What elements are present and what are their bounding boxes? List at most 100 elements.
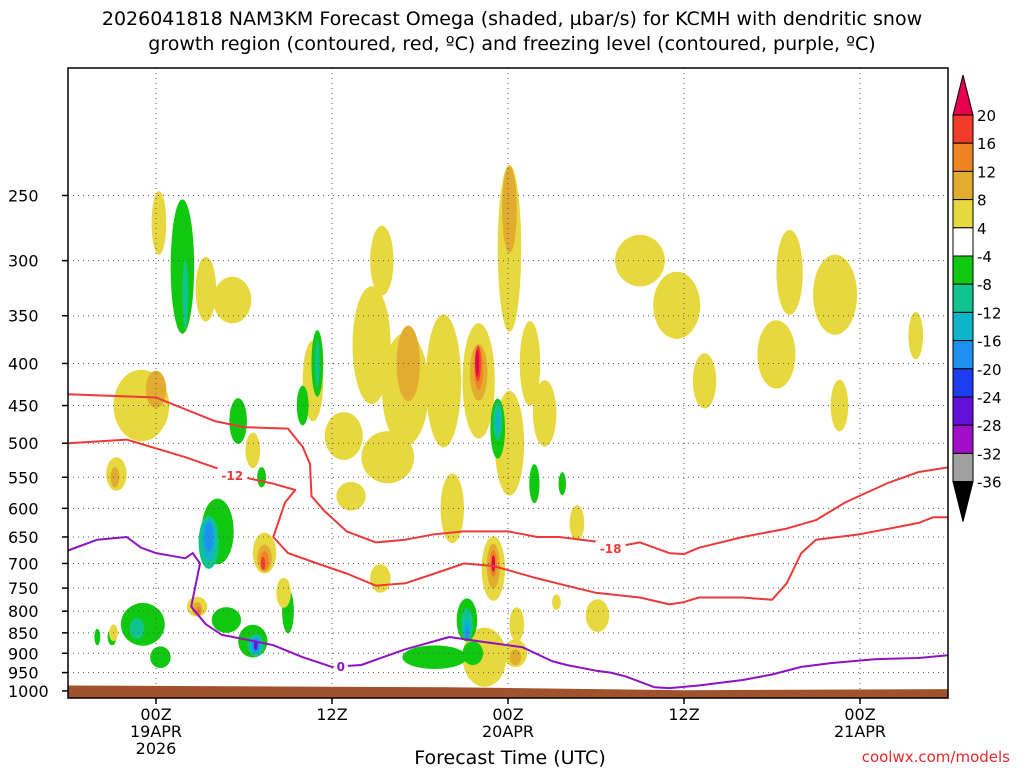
y-tick-label-350: 350 — [8, 307, 39, 326]
colorbar-label-5: -4 — [977, 248, 992, 266]
contour-label-bg-freezing-level-0 — [333, 658, 348, 674]
omega-cell-85 — [692, 353, 717, 409]
y-tick-label-1000: 1000 — [8, 682, 49, 701]
colorbar-swatch-13 — [952, 452, 974, 483]
y-tick-label-800: 800 — [8, 602, 39, 621]
contour-lines — [68, 393, 948, 690]
y-tick-label-450: 450 — [8, 397, 39, 416]
omega-cell-42 — [370, 225, 394, 296]
omega-cell-61 — [495, 409, 500, 433]
x-tick-label-0-1: 19APR — [130, 722, 182, 741]
contour-label-bg-dgz-upper-minus-12 — [217, 467, 248, 483]
x-tick-label-36-0: 12Z — [668, 705, 699, 724]
y-tick-label-650: 650 — [8, 528, 39, 547]
y-tick-label-500: 500 — [8, 434, 39, 453]
omega-cell-7 — [195, 256, 217, 322]
omega-cell-30 — [276, 577, 291, 608]
omega-shading — [94, 165, 924, 687]
colorbar-swatch-12 — [952, 424, 974, 454]
x-tick-label-0-0: 00Z — [140, 705, 171, 724]
omega-cell-41 — [352, 286, 391, 405]
ground-surface — [68, 685, 948, 698]
omega-cell-10 — [245, 432, 261, 469]
colorbar-swatch-10 — [952, 368, 974, 398]
omega-cell-40 — [296, 385, 309, 426]
colorbar-label-12: -32 — [977, 445, 1002, 463]
colorbar-bottom-arrow — [952, 481, 974, 522]
omega-cell-46 — [324, 412, 363, 460]
plot-area: -12 -18 0 — [68, 68, 948, 698]
contour-labels: -12 -18 0 — [217, 467, 626, 674]
omega-cell-6 — [182, 260, 189, 330]
colorbar-swatch-5 — [952, 227, 974, 257]
omega-cell-47 — [336, 481, 366, 511]
x-tick-label-24-0: 00Z — [492, 705, 523, 724]
omega-cell-9 — [229, 398, 247, 445]
contour-dgz-upper-minus-12 — [68, 393, 948, 556]
omega-cell-83 — [615, 234, 665, 287]
omega-cell-55 — [475, 350, 479, 377]
contour-dgz-lower-minus-18 — [68, 438, 948, 606]
colorbar-swatch-9 — [952, 340, 974, 370]
colorbar-swatch-11 — [952, 396, 974, 426]
pressure-axis: 2503003504004505005506006507007508008509… — [8, 186, 68, 701]
y-tick-label-300: 300 — [8, 252, 39, 271]
omega-cell-82 — [552, 594, 561, 610]
x-tick-label-24-1: 20APR — [482, 722, 534, 741]
omega-cell-50 — [440, 473, 464, 544]
omega-cell-5 — [170, 199, 195, 334]
x-axis-label: Forecast Time (UTC) — [414, 747, 605, 768]
x-tick-label-48-1: 21APR — [834, 722, 886, 741]
omega-cell-80 — [569, 505, 585, 541]
omega-cell-90 — [908, 311, 924, 360]
y-tick-label-900: 900 — [8, 644, 39, 663]
omega-cell-4 — [151, 191, 167, 255]
colorbar-swatch-4 — [952, 199, 974, 229]
omega-cell-63 — [532, 380, 557, 447]
y-tick-label-700: 700 — [8, 554, 39, 573]
contour-label-freezing-level-0: 0 — [337, 660, 345, 674]
omega-cell-64 — [529, 464, 540, 504]
omega-cell-35 — [94, 628, 101, 646]
colorbar: 20 16 12 8 4 -4 -8 -12 -16 -20 -24 -28 -32 -36 — [952, 74, 1002, 522]
omega-cell-49 — [425, 314, 462, 448]
colorbar-label-13: -36 — [977, 474, 1002, 492]
omega-cell-81 — [585, 599, 610, 632]
omega-cell-89 — [830, 379, 849, 432]
contour-label-dgz-upper-minus-12: -12 — [221, 469, 243, 483]
colorbar-label-4: 4 — [977, 220, 987, 238]
colorbar-swatch-7 — [952, 283, 974, 313]
contour-label-bg-dgz-lower-minus-18 — [595, 540, 626, 556]
x-tick-label-12-0: 12Z — [316, 705, 347, 724]
omega-cell-67 — [462, 641, 484, 666]
omega-cell-88 — [813, 254, 858, 335]
colorbar-label-9: -20 — [977, 361, 1002, 379]
omega-cell-62 — [519, 321, 541, 406]
colorbar-label-3: 8 — [977, 192, 987, 210]
colorbar-swatch-8 — [952, 311, 974, 342]
omega-cell-75 — [465, 625, 469, 641]
y-tick-label-600: 600 — [8, 499, 39, 518]
colorbar-swatch-3 — [952, 170, 974, 201]
colorbar-label-8: -16 — [977, 333, 1002, 351]
omega-cell-65 — [558, 472, 566, 496]
colorbar-swatch-6 — [952, 255, 974, 285]
colorbar-label-11: -28 — [977, 417, 1002, 435]
y-tick-label-250: 250 — [8, 186, 39, 205]
contour-freezing-level-0 — [68, 536, 948, 690]
omega-cell-33 — [129, 618, 145, 640]
colorbar-label-1: 16 — [977, 135, 996, 153]
chart-title-line2: growth region (contoured, red, ºC) and f… — [148, 33, 875, 55]
omega-cell-39 — [315, 339, 320, 388]
omega-cell-8 — [213, 276, 252, 324]
colorbar-label-0: 20 — [977, 107, 996, 125]
omega-cell-3 — [110, 467, 120, 488]
x-tick-label-0-2: 2026 — [136, 739, 177, 758]
omega-cell-87 — [757, 320, 796, 389]
omega-cell-77 — [509, 607, 525, 642]
y-tick-label-850: 850 — [8, 624, 39, 643]
colorbar-top-arrow — [952, 74, 974, 116]
omega-cell-79 — [509, 649, 522, 666]
